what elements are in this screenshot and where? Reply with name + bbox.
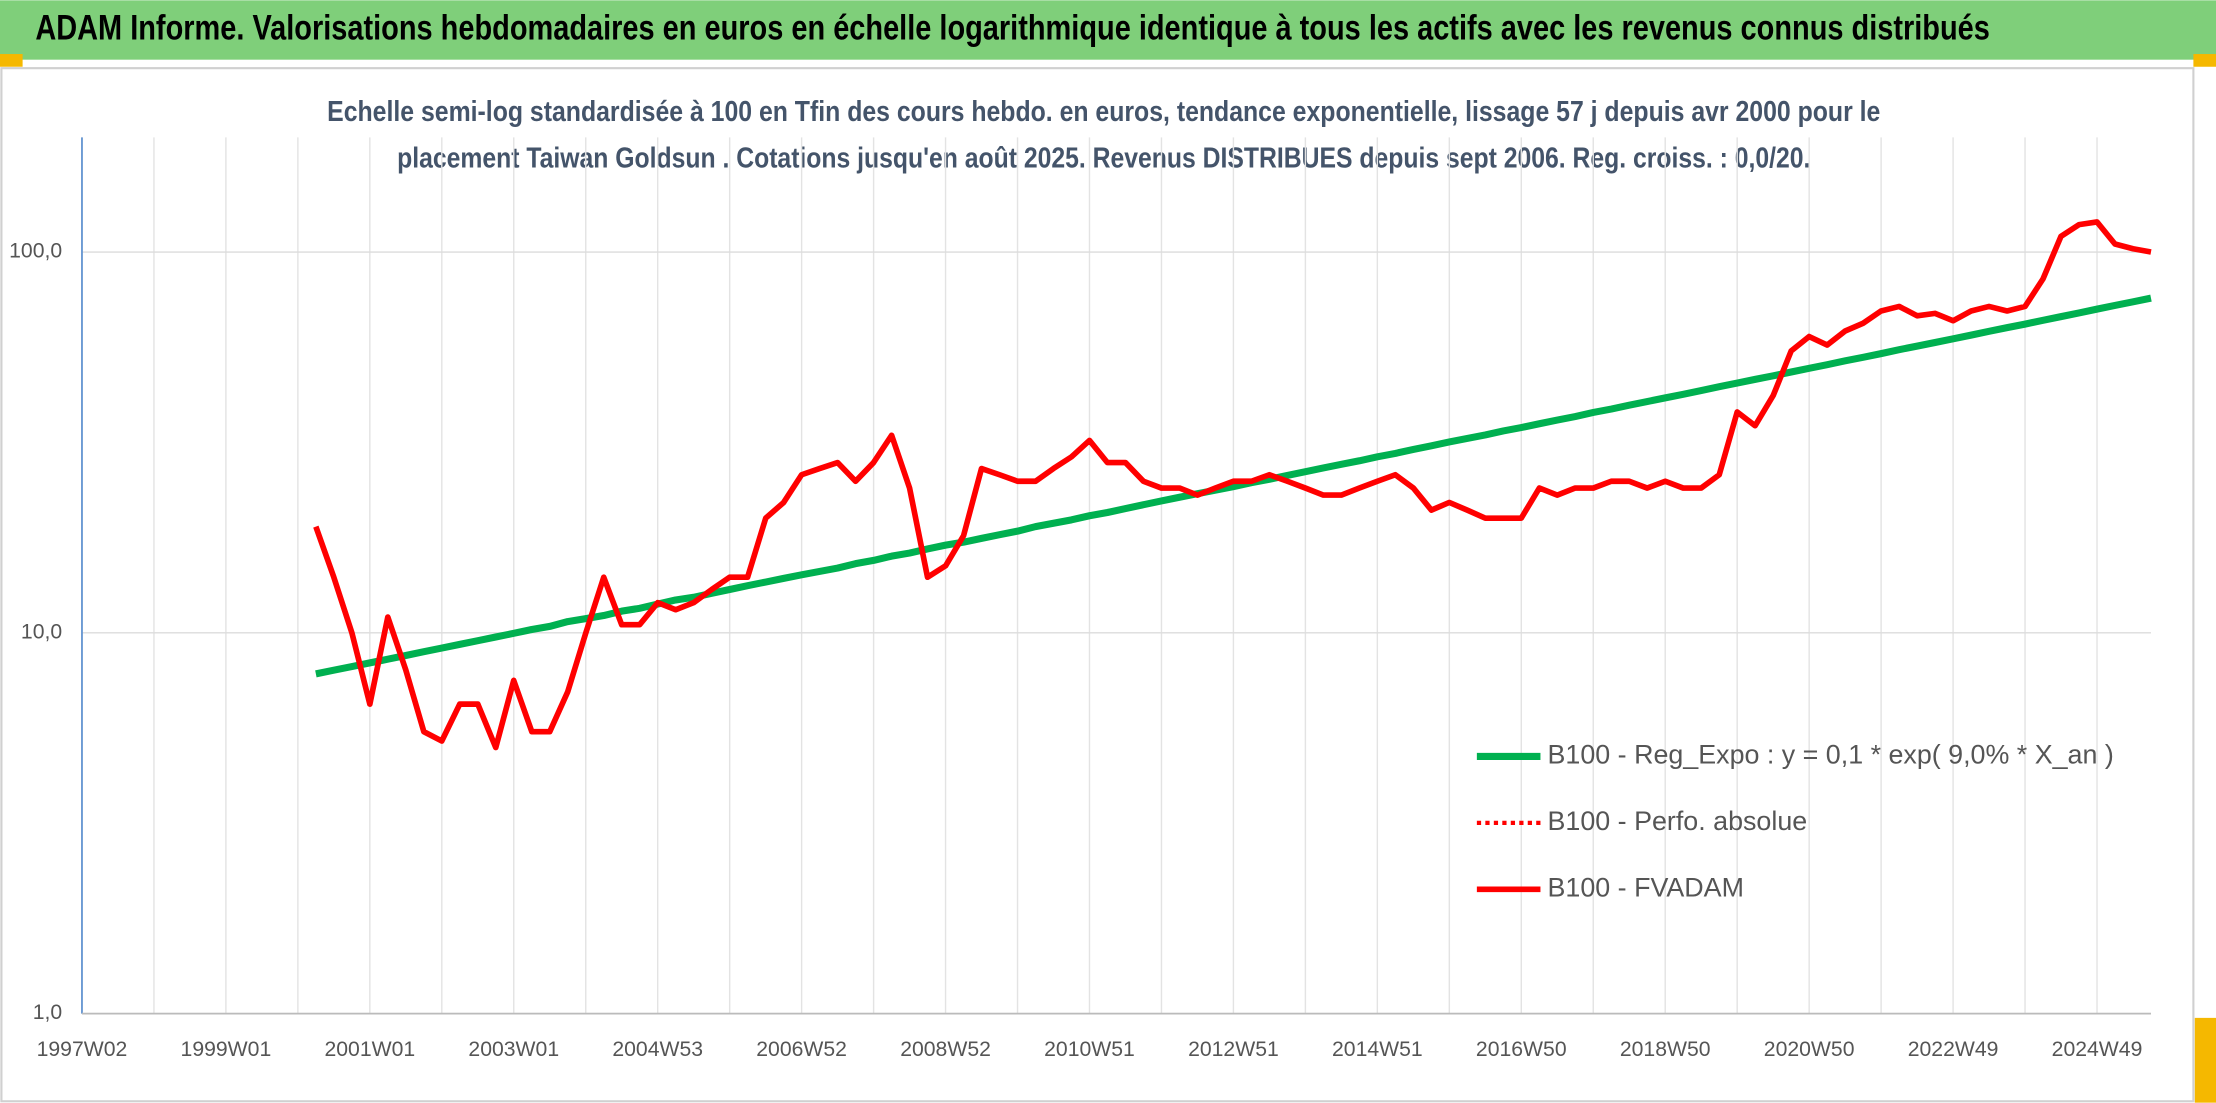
legend-label: B100 - FVADAM [1548,872,1744,902]
chart-title: Echelle semi-log standardisée à 100 en T… [327,95,1880,127]
x-tick-label: 2018W50 [1620,1038,1711,1061]
header-bar [0,0,2216,60]
x-tick-label: 2006W52 [756,1038,847,1061]
corner-marker [0,54,23,67]
x-tick-label: 2012W51 [1188,1038,1279,1061]
x-tick-label: 2016W50 [1476,1038,1567,1061]
chart-title: placement Taiwan Goldsun . Cotations jus… [397,141,1810,173]
x-tick-label: 2001W01 [324,1038,415,1061]
y-tick-label: 1,0 [33,1001,62,1024]
x-tick-label: 2010W51 [1044,1038,1135,1061]
x-tick-label: 2014W51 [1332,1038,1423,1061]
corner-marker [2193,54,2216,67]
page-title: ADAM Informe. Valorisations hebdomadaire… [35,8,1990,47]
corner-marker [2194,1017,2216,1103]
x-tick-label: 2008W52 [900,1038,991,1061]
x-tick-label: 1997W02 [37,1038,128,1061]
series-line [315,294,2152,678]
x-tick-label: 2022W49 [1908,1038,1999,1061]
x-tick-label: 2020W50 [1764,1038,1855,1061]
y-tick-label: 100,0 [9,240,62,263]
legend-label: B100 - Reg_Expo : y = 0,1 * exp( 9,0% * … [1548,740,2114,770]
series-line [313,219,2152,751]
legend-label: B100 - Perfo. absolue [1548,806,1808,836]
y-tick-label: 10,0 [21,620,62,643]
x-tick-label: 1999W01 [181,1038,272,1061]
x-tick-label: 2003W01 [468,1038,559,1061]
chart-frame [0,67,2195,1103]
x-tick-label: 2024W49 [2052,1038,2143,1061]
x-tick-label: 2004W53 [612,1038,703,1061]
